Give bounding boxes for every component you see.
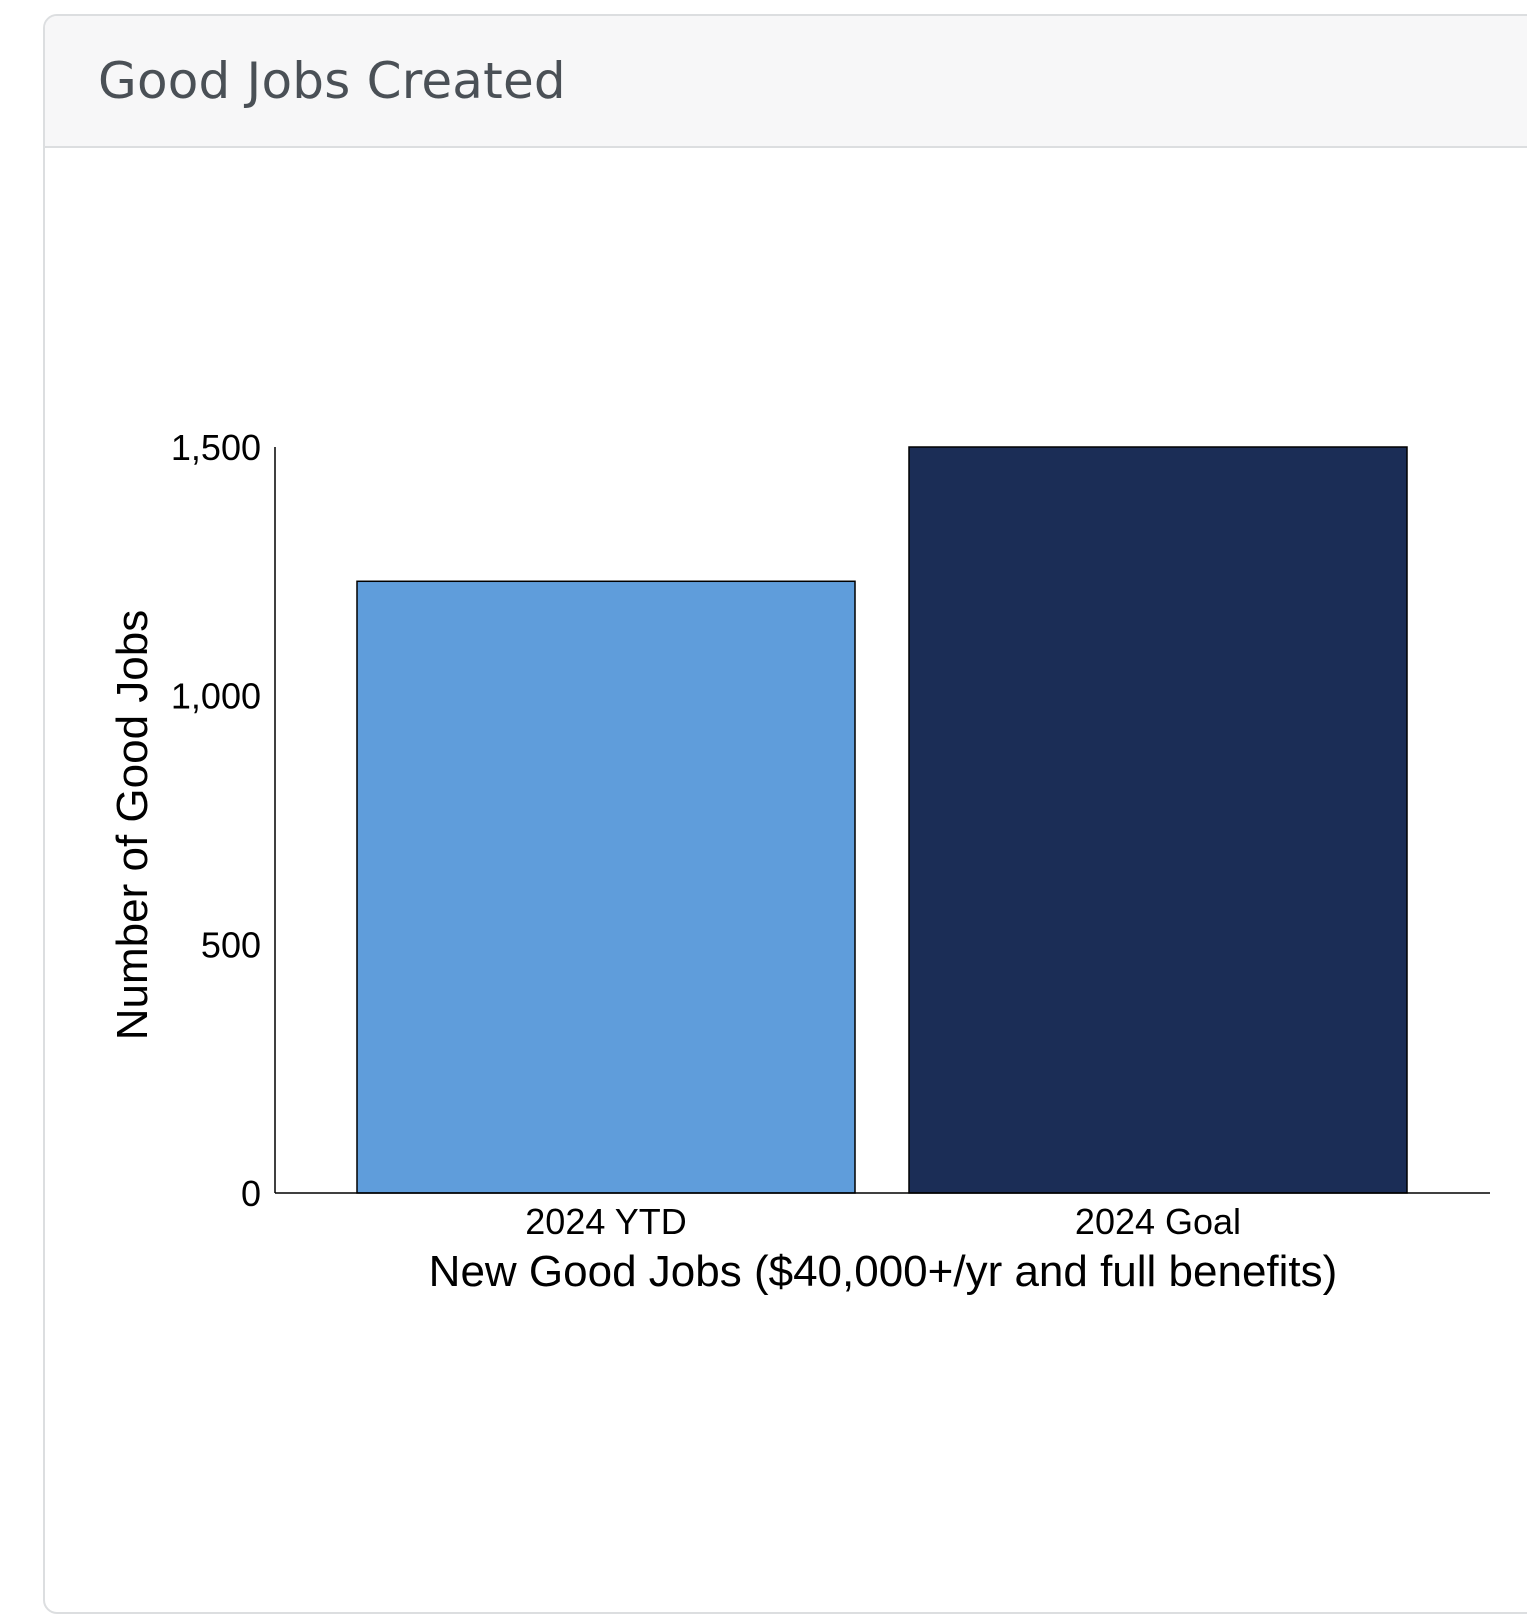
x-ticks-layer: 2024 YTD 2024 Goal [525, 1201, 1241, 1242]
y-tick-label: 1,500 [171, 427, 261, 468]
bars-layer [357, 447, 1407, 1193]
x-tick-label: 2024 YTD [525, 1201, 686, 1242]
y-tick-label: 500 [201, 924, 261, 965]
y-axis-title: Number of Good Jobs [108, 610, 157, 1040]
x-axis-title: New Good Jobs ($40,000+/yr and full bene… [429, 1247, 1338, 1296]
bar-2024-goal [909, 447, 1407, 1193]
x-tick-label: 2024 Goal [1075, 1201, 1241, 1242]
bar-2024-ytd [357, 581, 855, 1193]
y-tick-label: 0 [241, 1173, 261, 1214]
y-ticks-layer: 0 500 1,000 1,500 [171, 427, 261, 1214]
y-tick-label: 1,000 [171, 676, 261, 717]
